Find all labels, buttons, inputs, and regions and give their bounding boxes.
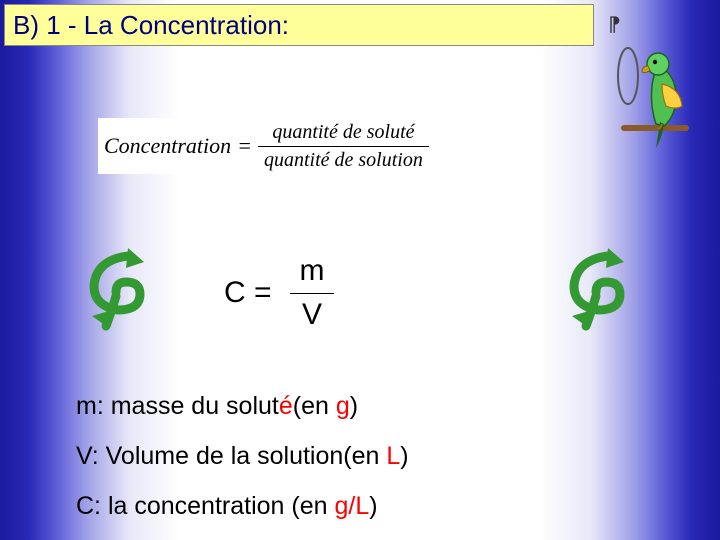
def-v-unit: L: [386, 442, 400, 470]
formula2-fraction: m V: [288, 254, 337, 332]
formula2-lhs: C =: [224, 276, 272, 310]
formula-equals: =: [237, 133, 252, 159]
def-c-unit-suffix: ): [369, 492, 377, 520]
def-m-prefix: m: masse du solut: [76, 392, 279, 420]
page-title: B) 1 - La Concentration:: [13, 10, 289, 41]
formula2-denominator: V: [290, 293, 334, 333]
def-m-accent: é: [279, 392, 293, 420]
concentration-formula-text: Concentration = quantité de soluté quant…: [98, 118, 478, 174]
swirl-arrow-left: [78, 248, 178, 338]
concentration-formula-symbolic: C = m V: [224, 254, 337, 332]
formula-numerator: quantité de soluté: [266, 121, 420, 146]
def-m-unit-prefix: (en: [293, 392, 336, 420]
title-box: B) 1 - La Concentration:: [4, 4, 594, 46]
formula2-numerator: m: [288, 254, 337, 293]
swirl-arrow-right: [558, 248, 658, 338]
cursor-mark: ⁋: [608, 12, 621, 37]
formula-denominator: quantité de solution: [258, 146, 429, 172]
definition-c: C: la concentration (en g/L): [76, 492, 378, 521]
def-c-prefix: C: la concentration (en: [76, 492, 334, 520]
def-c-unit: g/L: [334, 492, 369, 520]
def-v-unit-suffix: ): [400, 442, 408, 470]
definition-m: m: masse du soluté(en g): [76, 392, 358, 421]
formula-fraction: quantité de soluté quantité de solution: [258, 121, 429, 172]
parrot-image: [616, 36, 706, 156]
definition-v: V: Volume de la solution(en L): [76, 442, 409, 471]
formula-lhs: Concentration: [104, 133, 231, 159]
def-m-unit-suffix: ): [350, 392, 358, 420]
def-v-prefix: V: Volume de la solution(en: [76, 442, 386, 470]
def-m-unit: g: [336, 392, 350, 420]
